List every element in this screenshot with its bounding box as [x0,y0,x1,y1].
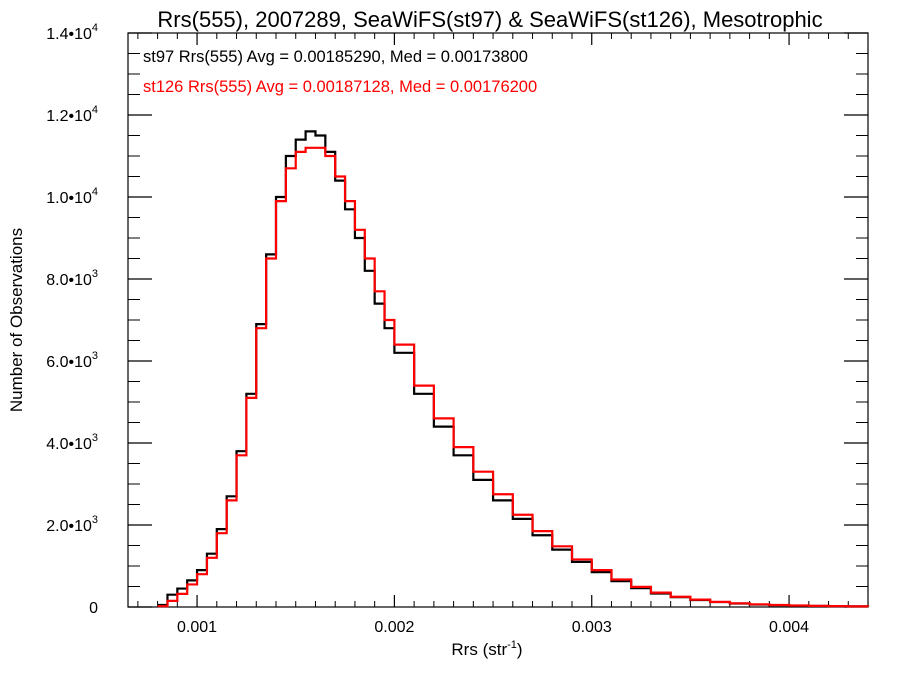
series-line-st97 [157,130,870,608]
x-tick-label: 0.003 [572,619,612,636]
y-tick-label: 6.0•103 [46,350,98,371]
legend-entry-st97: st97 Rrs(555) Avg = 0.00185290, Med = 0.… [143,48,528,66]
plot-frame [127,32,869,608]
x-tick-label: 0.002 [374,619,414,636]
x-tick-label: 0.001 [177,619,217,636]
x-tick-label: 0.004 [769,619,809,636]
series-line-st126 [157,146,870,608]
chart-title: Rrs(555), 2007289, SeaWiFS(st97) & SeaWi… [157,7,822,32]
y-tick-label: 2.0•103 [46,514,98,535]
y-tick-label: 1.0•104 [46,186,98,207]
legend-entry-st126: st126 Rrs(555) Avg = 0.00187128, Med = 0… [143,78,537,96]
x-axis: 0.001 0.002 0.003 0.004 [137,33,869,636]
y-tick-label: 0 [89,600,98,617]
y-tick-label: 4.0•103 [46,432,98,453]
y-axis-label: Number of Observations [7,228,26,412]
x-axis-label: Rrs (str-1) [451,639,522,659]
y-tick-label: 1.2•104 [46,104,98,125]
y-tick-label: 1.4•104 [46,22,98,43]
y-tick-label: 8.0•103 [46,268,98,289]
y-axis: 0 2.0•103 4.0•103 6.0•103 8.0•103 1.0•104 1.2•… [46,22,868,617]
series-layer [157,130,870,608]
